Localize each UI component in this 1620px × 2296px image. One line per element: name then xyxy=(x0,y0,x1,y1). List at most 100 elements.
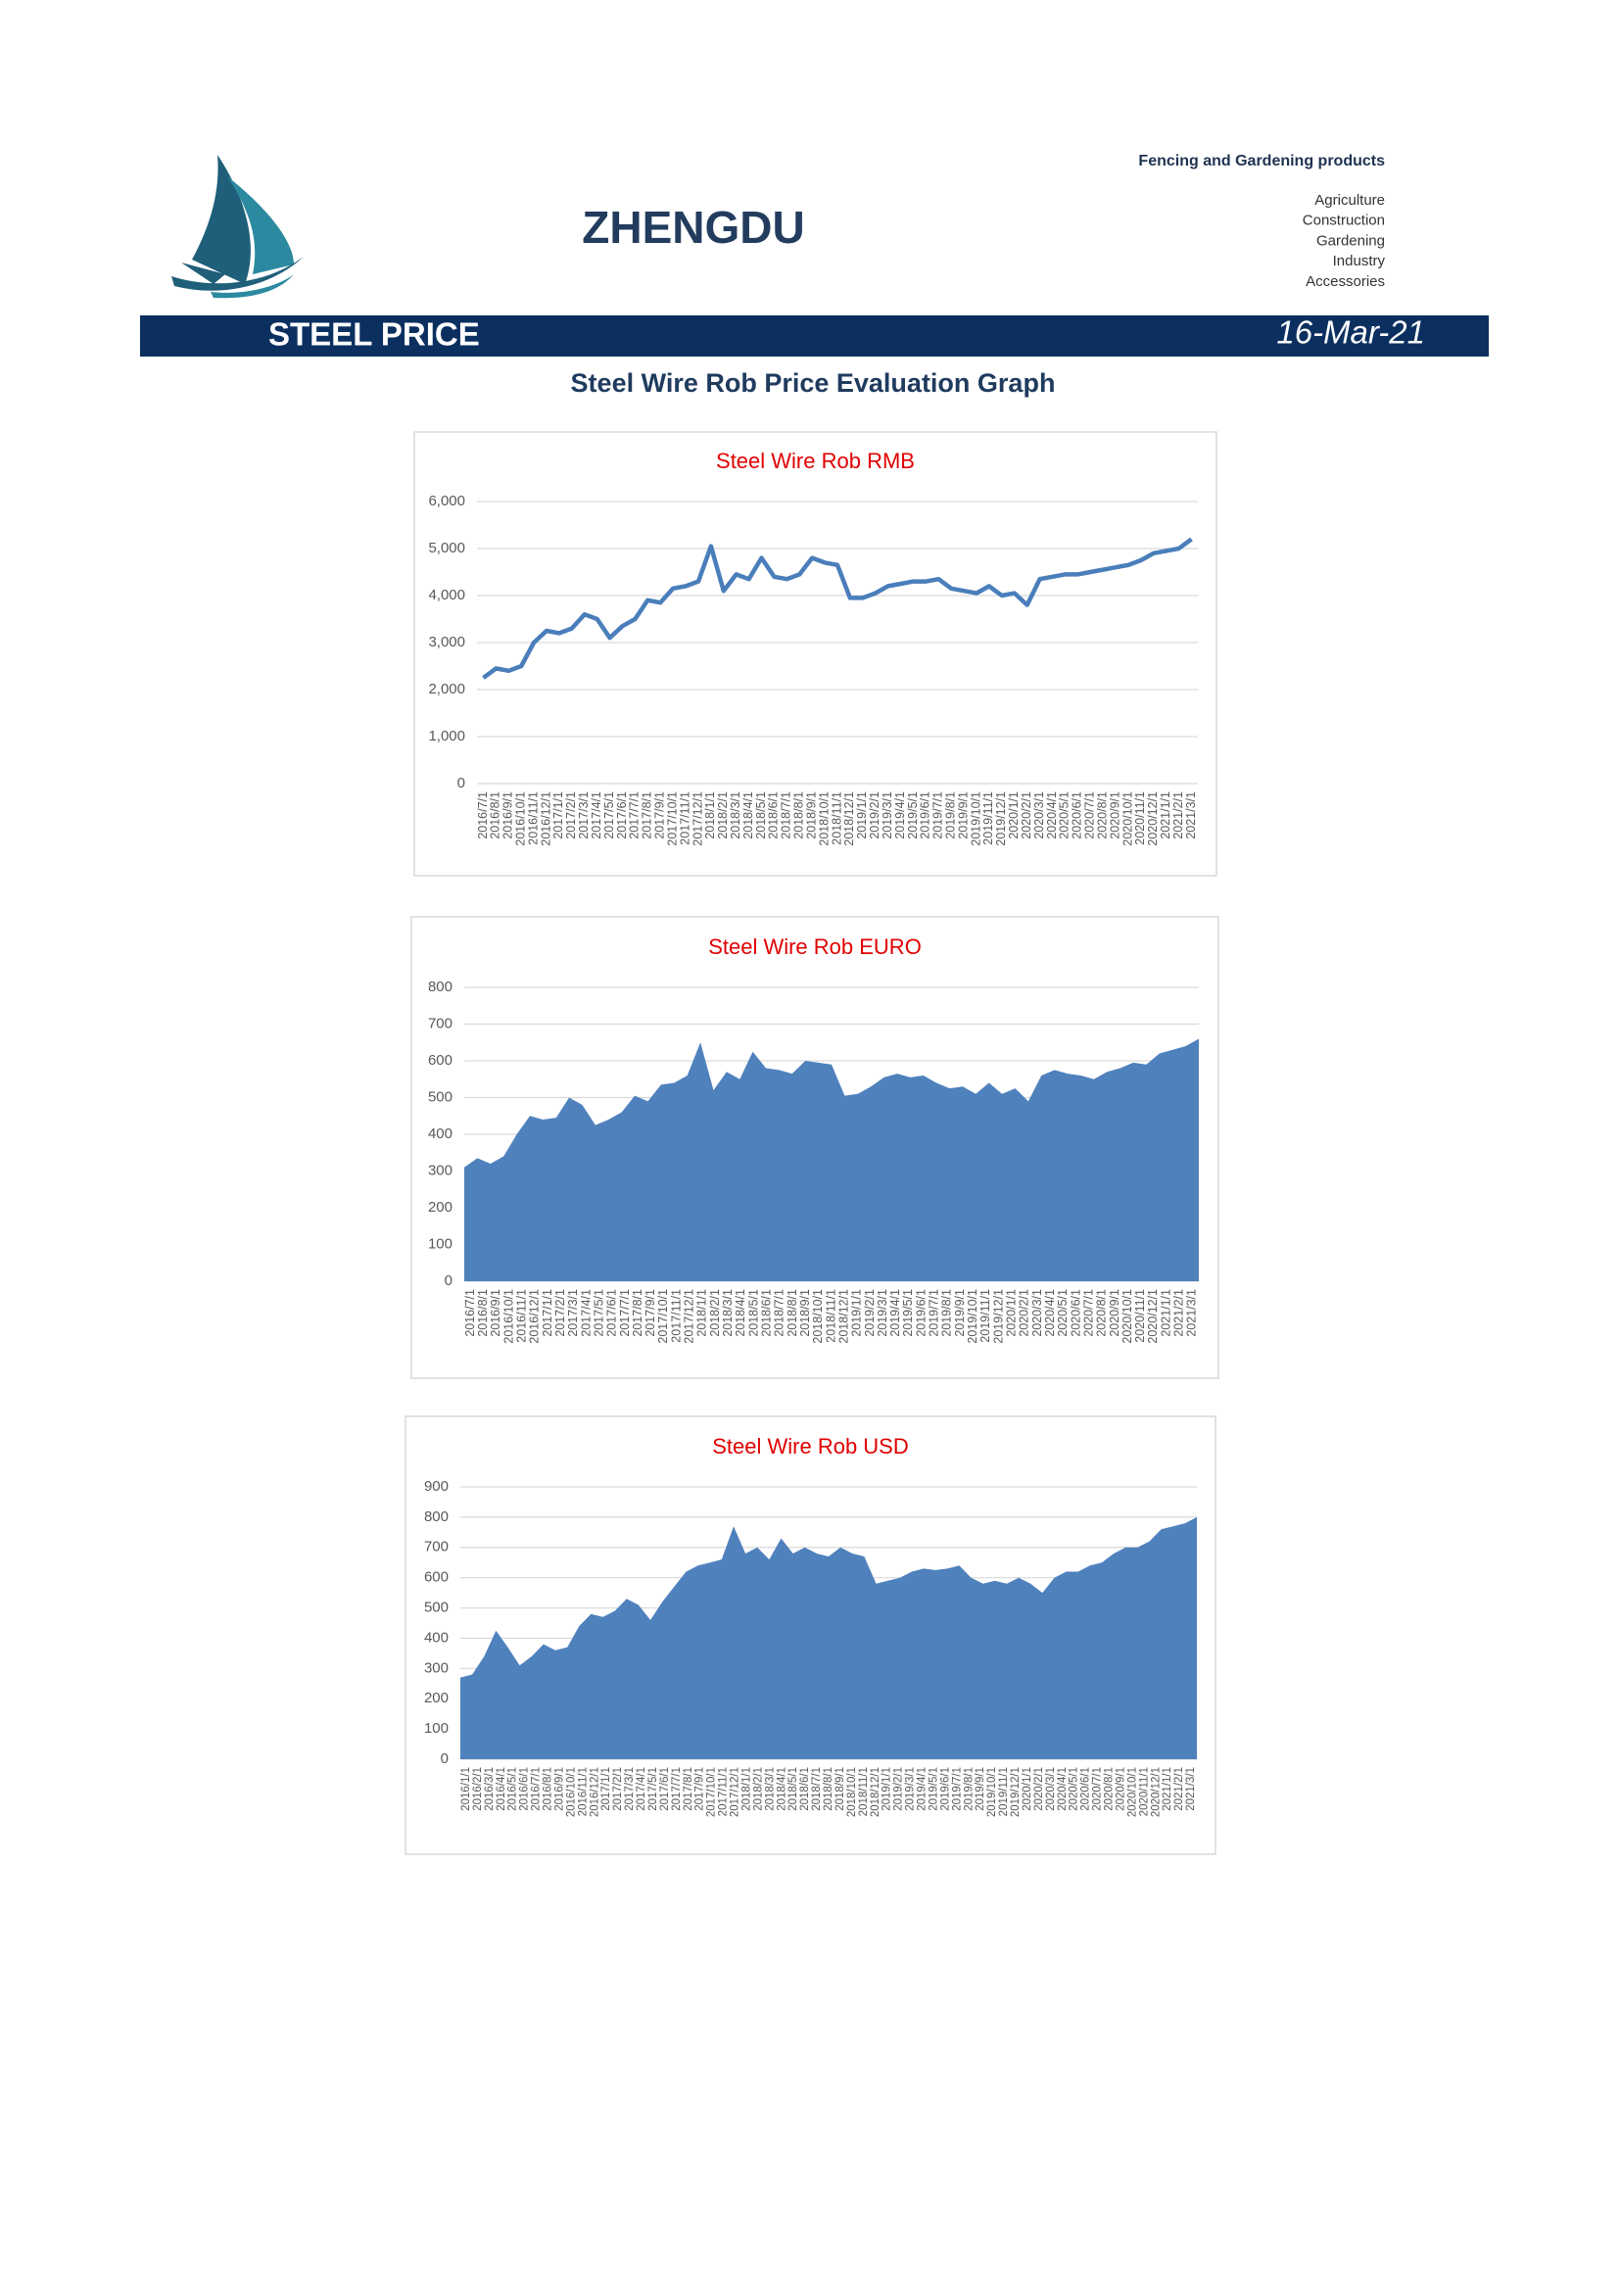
x-tick-label: 2019/12/1 xyxy=(1010,1767,1022,1817)
x-tick-label: 2016/9/1 xyxy=(553,1767,565,1811)
x-tick-label: 2020/4/1 xyxy=(1045,791,1059,839)
x-tick-label: 2017/6/1 xyxy=(659,1767,671,1811)
y-tick-label: 100 xyxy=(424,1720,449,1737)
x-tick-label: 2019/2/1 xyxy=(893,1767,905,1811)
x-tick-label: 2016/7/1 xyxy=(531,1767,543,1811)
x-tick-label: 2020/12/1 xyxy=(1150,1767,1162,1817)
x-tick-label: 2017/9/1 xyxy=(643,1289,657,1337)
x-tick-label: 2019/11/1 xyxy=(981,791,995,845)
x-tick-label: 2018/8/1 xyxy=(823,1767,834,1811)
x-tick-label: 2016/10/1 xyxy=(501,1289,515,1344)
x-tick-label: 2019/6/1 xyxy=(919,791,932,839)
x-tick-label: 2016/7/1 xyxy=(463,1289,477,1337)
chart: Steel Wire Rob EURO 0 100 200 300 400 500 600 70… xyxy=(410,916,1219,1379)
x-tick-label: 2021/3/1 xyxy=(1184,791,1198,839)
x-tick-label: 2019/3/1 xyxy=(876,1289,889,1337)
x-tick-label: 2017/4/1 xyxy=(590,791,603,839)
x-tick-label: 2016/10/1 xyxy=(513,791,527,846)
x-tick-label: 2020/10/1 xyxy=(1120,1289,1134,1344)
x-tick-label: 2019/8/1 xyxy=(940,1289,954,1337)
x-tick-label: 2018/8/1 xyxy=(786,1289,799,1337)
x-tick-label: 2019/7/1 xyxy=(928,1289,941,1337)
chart-title: Steel Wire Rob USD xyxy=(712,1434,909,1459)
chart-title: Steel Wire Rob RMB xyxy=(716,449,915,473)
x-tick-label: 2018/8/1 xyxy=(792,791,806,839)
x-tick-label: 2019/9/1 xyxy=(975,1767,986,1811)
charts: Steel Wire Rob RMB 0 1,000 2,000 3,000 4,000 5… xyxy=(405,431,1219,1855)
x-tick-label: 2018/10/1 xyxy=(811,1289,825,1344)
x-tick-label: 2019/3/1 xyxy=(905,1767,917,1811)
x-tick-label: 2016/3/1 xyxy=(484,1767,496,1811)
x-tick-label: 2016/12/1 xyxy=(589,1767,600,1817)
y-tick-label: 700 xyxy=(424,1539,449,1555)
x-tick-label: 2019/4/1 xyxy=(888,1289,902,1337)
x-tick-label: 2019/1/1 xyxy=(881,1767,893,1811)
y-tick-label: 500 xyxy=(428,1088,453,1105)
x-tick-label: 2019/5/1 xyxy=(901,1289,915,1337)
x-tick-label: 2017/2/1 xyxy=(612,1767,624,1811)
sector: Agriculture xyxy=(1314,192,1385,209)
x-tick-label: 2019/4/1 xyxy=(893,791,907,839)
y-tick-label: 700 xyxy=(428,1015,453,1031)
x-tick-label: 2018/5/1 xyxy=(787,1767,799,1811)
x-tick-label: 2020/7/1 xyxy=(1081,1289,1095,1337)
x-tick-label: 2018/2/1 xyxy=(716,791,730,839)
x-tick-label: 2018/4/1 xyxy=(741,791,755,839)
x-tick-label: 2021/1/1 xyxy=(1162,1767,1173,1811)
x-tick-label: 2020/4/1 xyxy=(1043,1289,1057,1337)
x-tick-label: 2020/1/1 xyxy=(1022,1767,1033,1811)
x-tick-label: 2018/1/1 xyxy=(703,791,717,839)
y-tick-label: 600 xyxy=(428,1052,453,1069)
x-tick-label: 2017/3/1 xyxy=(566,1289,580,1337)
x-tick-label: 2017/5/1 xyxy=(592,1289,605,1337)
x-tick-label: 2018/6/1 xyxy=(767,791,781,839)
y-tick-label: 800 xyxy=(424,1508,449,1525)
x-tick-label: 2017/8/1 xyxy=(683,1767,694,1811)
x-tick-label: 2016/7/1 xyxy=(476,791,490,839)
x-tick-label: 2017/10/1 xyxy=(706,1767,718,1817)
x-tick-label: 2018/12/1 xyxy=(842,791,856,846)
x-tick-label: 2016/8/1 xyxy=(476,1289,490,1337)
x-tick-label: 2020/10/1 xyxy=(1126,1767,1138,1817)
x-tick-label: 2019/8/1 xyxy=(963,1767,975,1811)
x-tick-label: 2020/6/1 xyxy=(1071,791,1084,839)
x-tick-label: 2020/2/1 xyxy=(1033,1767,1045,1811)
x-tick-label: 2018/2/1 xyxy=(752,1767,764,1811)
x-tick-label: 2020/2/1 xyxy=(1020,791,1033,839)
x-tick-label: 2019/8/1 xyxy=(944,791,958,839)
y-tick-label: 200 xyxy=(428,1199,453,1216)
x-tick-label: 2018/7/1 xyxy=(780,791,793,839)
y-tick-label: 6,000 xyxy=(428,493,465,509)
x-tick-label: 2020/5/1 xyxy=(1058,791,1072,839)
x-tick-label: 2017/10/1 xyxy=(656,1289,670,1344)
x-tick-label: 2021/1/1 xyxy=(1159,1289,1172,1337)
x-tick-label: 2019/11/1 xyxy=(998,1767,1010,1816)
x-tick-label: 2018/1/1 xyxy=(740,1767,752,1811)
x-tick-label: 2017/7/1 xyxy=(671,1767,683,1811)
chart: Steel Wire Rob RMB 0 1,000 2,000 3,000 4,000 5… xyxy=(413,431,1217,877)
x-tick-label: 2016/11/1 xyxy=(515,1289,529,1343)
x-tick-label: 2020/11/1 xyxy=(1138,1767,1150,1816)
banner xyxy=(140,315,1489,357)
x-tick-label: 2020/1/1 xyxy=(1007,791,1021,839)
x-tick-label: 2016/4/1 xyxy=(496,1767,507,1811)
x-tick-label: 2018/5/1 xyxy=(746,1289,760,1337)
x-tick-label: 2016/9/1 xyxy=(489,1289,502,1337)
x-tick-label: 2018/11/1 xyxy=(858,1767,870,1816)
x-tick-label: 2019/7/1 xyxy=(951,1767,963,1811)
x-tick-label: 2020/6/1 xyxy=(1080,1767,1092,1811)
x-tick-label: 2017/3/1 xyxy=(577,791,591,839)
y-tick-label: 400 xyxy=(424,1629,449,1646)
x-tick-label: 2017/11/1 xyxy=(669,1289,683,1343)
x-tick-label: 2017/7/1 xyxy=(618,1289,632,1337)
x-tick-label: 2017/3/1 xyxy=(624,1767,636,1811)
x-tick-label: 2017/1/1 xyxy=(600,1767,612,1811)
price-area xyxy=(464,1038,1199,1281)
x-tick-label: 2016/11/1 xyxy=(577,1767,589,1816)
x-tick-label: 2019/2/1 xyxy=(868,791,881,839)
x-tick-label: 2017/10/1 xyxy=(665,791,679,846)
x-tick-label: 2017/2/1 xyxy=(564,791,578,839)
x-tick-label: 2017/11/1 xyxy=(718,1767,730,1816)
y-tick-label: 100 xyxy=(428,1235,453,1252)
x-tick-label: 2021/2/1 xyxy=(1171,791,1185,839)
